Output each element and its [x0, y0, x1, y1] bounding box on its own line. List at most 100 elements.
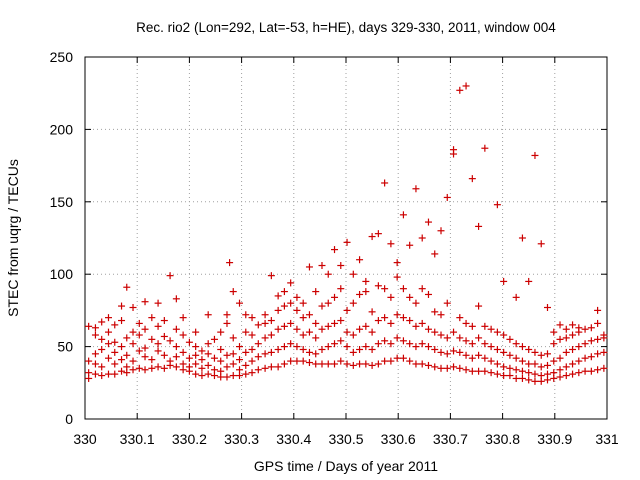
data-point: [179, 360, 187, 368]
data-point: [242, 361, 250, 369]
data-point: [261, 319, 269, 327]
data-point: [462, 337, 470, 345]
data-point: [569, 345, 577, 353]
data-point: [381, 314, 389, 322]
data-point: [550, 340, 558, 348]
data-point: [562, 372, 570, 380]
data-point: [293, 357, 301, 365]
data-point: [312, 350, 320, 358]
data-point: [587, 367, 595, 375]
data-point: [556, 366, 564, 374]
data-point: [575, 324, 583, 332]
data-point: [236, 366, 244, 374]
data-point: [387, 293, 395, 301]
data-point: [512, 354, 520, 362]
data-point: [431, 328, 439, 336]
data-point: [475, 367, 483, 375]
x-tick-label: 330.3: [224, 431, 259, 447]
data-point: [393, 354, 401, 362]
data-point: [456, 86, 464, 94]
data-point: [229, 360, 237, 368]
data-point: [135, 331, 143, 339]
data-point: [368, 361, 376, 369]
data-point: [399, 314, 407, 322]
data-point: [412, 185, 420, 193]
data-point: [406, 340, 414, 348]
data-point: [305, 263, 313, 271]
data-point: [543, 304, 551, 312]
data-point: [387, 240, 395, 248]
data-point: [462, 366, 470, 374]
data-point: [368, 328, 376, 336]
data-point: [424, 218, 432, 226]
data-point: [254, 366, 262, 374]
data-point: [556, 373, 564, 381]
data-point: [141, 366, 149, 374]
data-point: [274, 345, 282, 353]
data-point: [141, 325, 149, 333]
data-point: [406, 317, 414, 325]
data-point: [217, 345, 225, 353]
data-point: [456, 348, 464, 356]
data-point: [248, 345, 256, 353]
chart-title: Rec. rio2 (Lon=292, Lat=-53, h=HE), days…: [136, 20, 556, 35]
data-point: [600, 364, 608, 372]
data-point: [331, 293, 339, 301]
x-tick-label: 330: [73, 431, 97, 447]
data-point: [431, 363, 439, 371]
data-point: [575, 357, 583, 365]
data-point: [374, 230, 382, 238]
data-point: [123, 334, 131, 342]
data-point: [349, 348, 357, 356]
data-point: [437, 227, 445, 235]
data-point: [141, 344, 149, 352]
data-point: [254, 321, 262, 329]
data-point: [443, 364, 451, 372]
data-point: [204, 350, 212, 358]
data-point: [424, 325, 432, 333]
data-point: [135, 347, 143, 355]
data-point: [500, 372, 508, 380]
data-point: [118, 343, 126, 351]
data-point: [343, 238, 351, 246]
data-point: [487, 357, 495, 365]
data-point: [331, 360, 339, 368]
data-point: [462, 82, 470, 90]
data-point: [91, 324, 99, 332]
data-point: [506, 372, 514, 380]
data-point: [518, 343, 526, 351]
data-point: [356, 325, 364, 333]
data-point: [493, 360, 501, 368]
data-point: [198, 364, 206, 372]
x-tick-label: 330.1: [120, 431, 155, 447]
data-point: [274, 306, 282, 314]
data-point: [562, 348, 570, 356]
data-point: [337, 262, 345, 270]
data-point: [223, 311, 231, 319]
data-point: [104, 354, 112, 362]
data-point: [487, 369, 495, 377]
y-axis-label: STEC from uqrg / TECUs: [5, 159, 21, 317]
data-point: [594, 366, 602, 374]
data-point: [531, 360, 539, 368]
data-point: [600, 331, 608, 339]
data-point: [343, 360, 351, 368]
data-point: [594, 350, 602, 358]
data-point: [437, 364, 445, 372]
data-point: [172, 325, 180, 333]
data-point: [324, 360, 332, 368]
data-point: [337, 337, 345, 345]
data-point: [399, 337, 407, 345]
data-point: [443, 334, 451, 342]
x-tick-label: 331: [595, 431, 619, 447]
data-point: [356, 345, 364, 353]
data-point: [267, 331, 275, 339]
data-point: [226, 259, 234, 267]
data-point: [418, 285, 426, 293]
data-point: [160, 317, 168, 325]
data-point: [280, 302, 288, 310]
data-point: [393, 259, 401, 267]
data-point: [154, 322, 162, 330]
x-tick-label: 330.6: [381, 431, 416, 447]
